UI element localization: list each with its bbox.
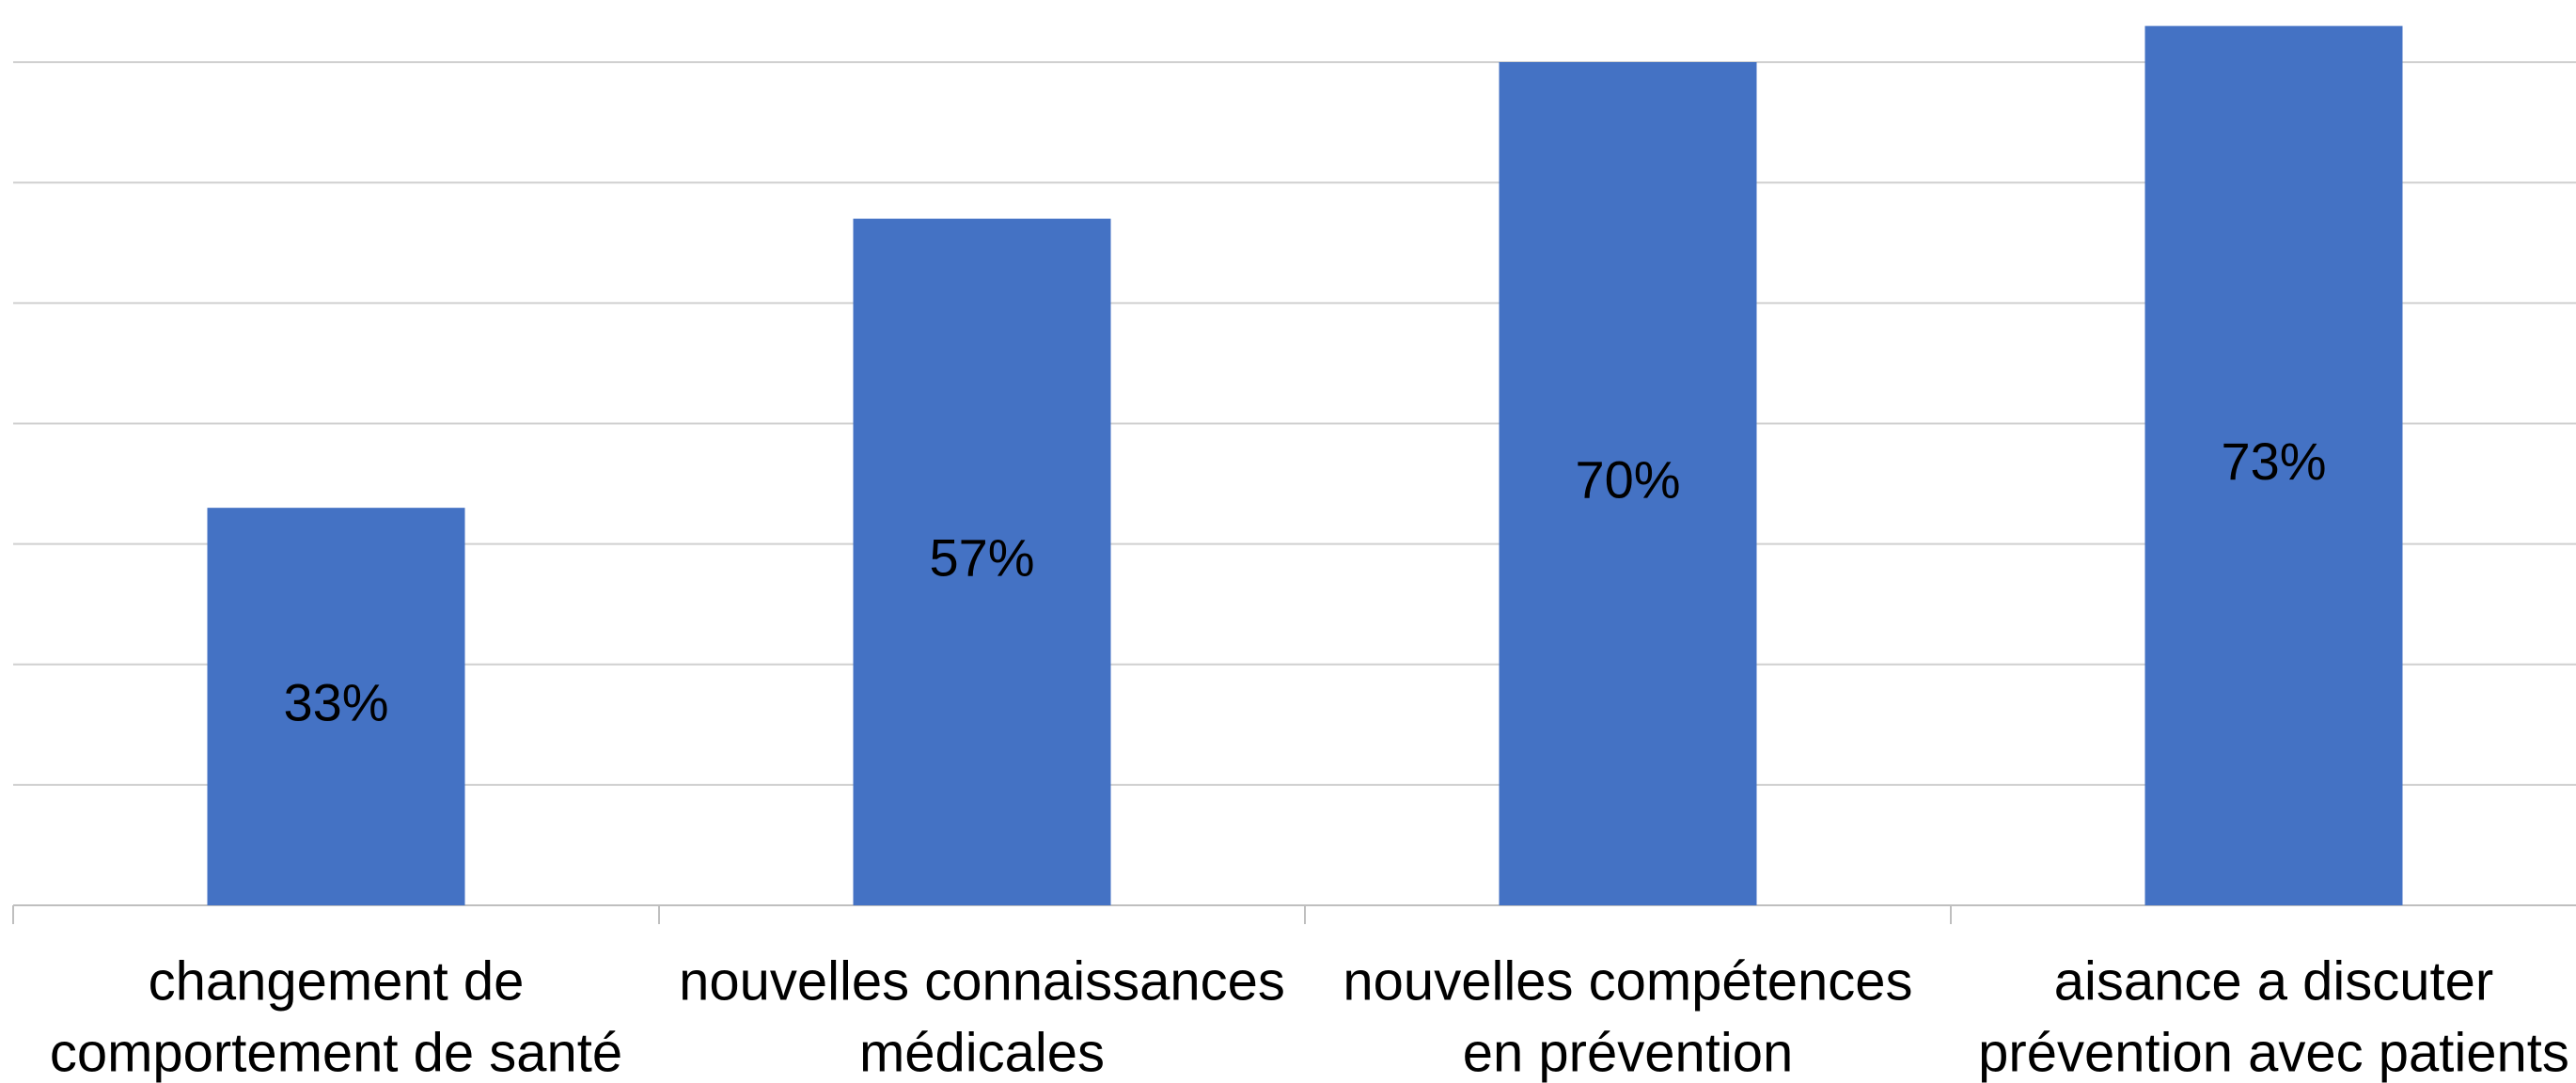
x-tick-label: aisance a discuter: [2054, 950, 2493, 1012]
data-label: 33%: [283, 672, 388, 731]
x-tick-label: nouvelles compétences: [1343, 950, 1912, 1012]
bar: [1499, 62, 1757, 906]
x-tick-label: prévention avec patients: [1978, 1022, 2569, 1083]
x-tick-label: nouvelles connaissances: [679, 950, 1285, 1012]
data-label: 70%: [1575, 449, 1680, 509]
bar: [2144, 25, 2403, 906]
bar: [853, 218, 1111, 905]
x-tick-label: médicales: [859, 1022, 1105, 1083]
data-label: 73%: [2221, 432, 2326, 491]
x-tick-label: en prévention: [1463, 1022, 1793, 1083]
x-tick-label: changement de: [149, 950, 525, 1012]
data-label: 57%: [929, 528, 1034, 588]
x-tick-label: comportement de santé: [50, 1022, 622, 1083]
bar: [207, 508, 465, 905]
